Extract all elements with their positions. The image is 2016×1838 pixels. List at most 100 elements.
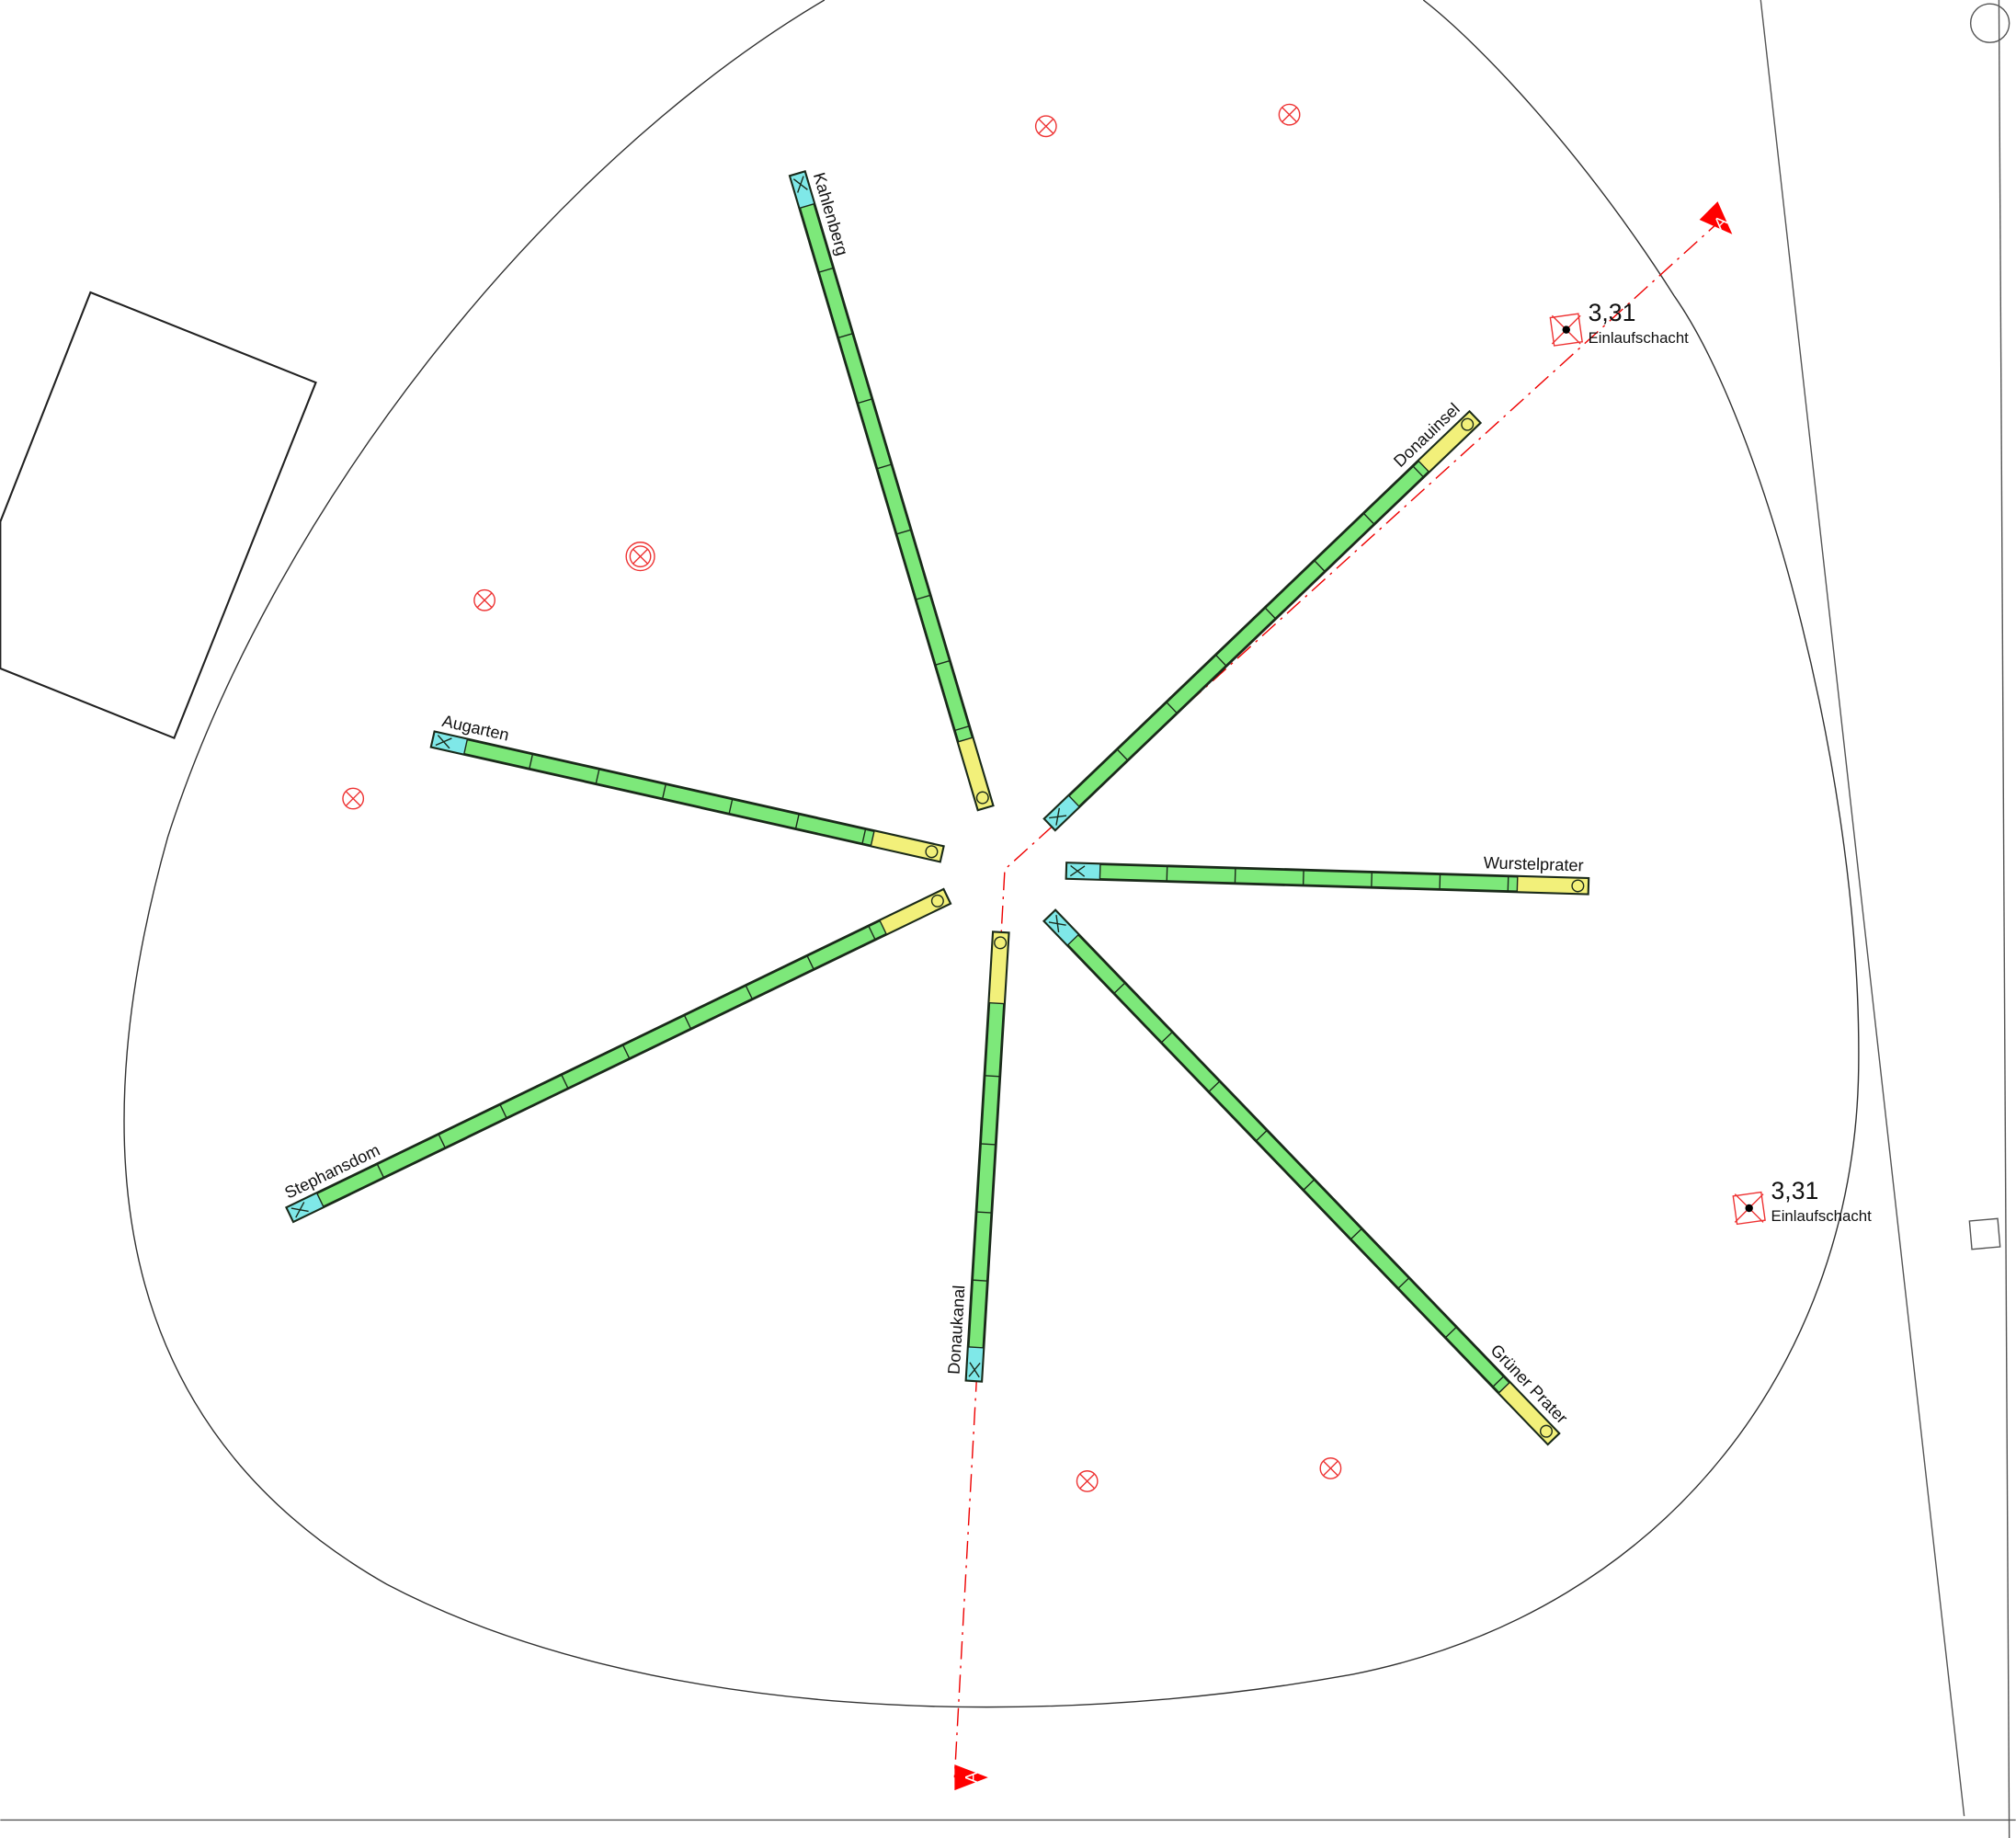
tree-cross — [476, 592, 493, 608]
tree — [473, 588, 495, 611]
bench-division — [895, 529, 912, 535]
bench: Donaukanal — [945, 930, 1010, 1383]
tree-cross — [1281, 107, 1297, 122]
bench-yellow — [1516, 875, 1589, 895]
bench-division — [1160, 1031, 1173, 1044]
tree-circle — [625, 542, 655, 572]
bench-division — [529, 753, 534, 770]
tree-circle — [342, 787, 365, 810]
tree-circle — [629, 545, 652, 568]
bench-division — [818, 267, 834, 273]
bench-yellow — [1417, 410, 1482, 474]
drain-label: Einlaufschacht — [1589, 329, 1690, 347]
bench-division — [868, 925, 876, 941]
bench-cross — [968, 1362, 981, 1378]
bench-division — [1116, 748, 1129, 761]
bench-division — [837, 332, 853, 339]
bench-cross — [435, 735, 452, 749]
bench-division — [661, 783, 667, 800]
tree — [1278, 103, 1301, 126]
bench-division — [954, 725, 970, 732]
bench-yellow — [879, 888, 951, 936]
bench-label: Wurstelprater — [1483, 853, 1583, 874]
bench-division — [438, 1134, 446, 1148]
bench-yellow — [1498, 1381, 1560, 1445]
tree — [1034, 115, 1057, 138]
bench-cross — [792, 176, 808, 193]
drain-level: 3,31 — [1589, 299, 1636, 326]
bench-division — [1314, 560, 1326, 573]
tree-cross — [632, 548, 648, 565]
bench-cross — [1069, 864, 1086, 877]
tree-cross — [345, 791, 361, 806]
tree — [342, 787, 365, 810]
bench-division — [857, 398, 873, 405]
bench-division — [1166, 702, 1178, 714]
tree-cross — [1038, 119, 1054, 134]
bench-division — [972, 1279, 988, 1282]
bench-cyan — [285, 1192, 325, 1223]
bench-ring — [975, 791, 989, 805]
section-mark: A — [954, 1764, 988, 1791]
bench-cross — [290, 1202, 309, 1218]
drain-label: Einlaufschacht — [1771, 1207, 1872, 1225]
bench-division — [561, 1074, 569, 1090]
bench-division — [728, 798, 734, 815]
tree-circle — [1319, 1457, 1342, 1479]
drain-box — [1732, 1191, 1766, 1226]
bench-division — [745, 985, 754, 1000]
bench-yellow — [870, 829, 945, 862]
path-edge — [1760, 0, 1965, 1817]
bench-cyan — [1043, 794, 1081, 831]
tree-circle — [1034, 115, 1057, 138]
bench-ring — [1571, 879, 1585, 893]
tree-cross — [1323, 1460, 1338, 1477]
bench-division — [1255, 1129, 1268, 1142]
bench-division — [1397, 1277, 1410, 1289]
bench-division — [1350, 1227, 1362, 1240]
bench-division — [1264, 607, 1277, 620]
bench-cross — [1049, 807, 1067, 826]
bench-division — [980, 1143, 997, 1146]
drain-dot — [1745, 1204, 1753, 1213]
bench-ring — [925, 845, 939, 859]
bench: Wurstelprater — [1065, 853, 1590, 896]
bench-cyan — [1042, 909, 1080, 947]
drain: 3,31 Einlaufschacht — [1732, 1177, 1872, 1226]
post — [1969, 3, 2010, 43]
bench-division — [935, 659, 951, 666]
bench-division — [1113, 982, 1126, 995]
tree — [625, 542, 655, 572]
drain-level: 3,31 — [1771, 1177, 1818, 1204]
bench-division — [1208, 1080, 1221, 1092]
section-label: A — [962, 1771, 981, 1783]
lawn-outline — [123, 0, 1860, 1708]
bench-division — [1444, 1326, 1457, 1339]
bench-ring — [994, 936, 1008, 950]
tree-circle — [1076, 1470, 1099, 1492]
drain-dot — [1562, 325, 1570, 334]
bench-division — [915, 594, 931, 600]
section-line — [953, 218, 1723, 1778]
bench-division — [1412, 465, 1425, 478]
bench-division — [975, 1211, 992, 1214]
bench-division — [499, 1103, 507, 1119]
bench-division — [376, 1163, 385, 1179]
bench-division — [876, 463, 893, 470]
drain-box — [1549, 313, 1583, 347]
bench-cyan — [1065, 862, 1101, 881]
bench-division — [794, 814, 800, 829]
drain: 3,31 Einlaufschacht — [1549, 299, 1690, 347]
section-triangle — [954, 1764, 988, 1791]
tree — [1076, 1470, 1099, 1492]
building — [0, 291, 317, 740]
bench-division — [1214, 654, 1227, 667]
bench-ring — [1461, 417, 1475, 431]
bench-cross — [1048, 915, 1066, 933]
bench-ring — [1539, 1424, 1553, 1438]
bench-division — [984, 1075, 1000, 1078]
bench-division — [595, 769, 600, 784]
tree-circle — [1278, 103, 1301, 126]
